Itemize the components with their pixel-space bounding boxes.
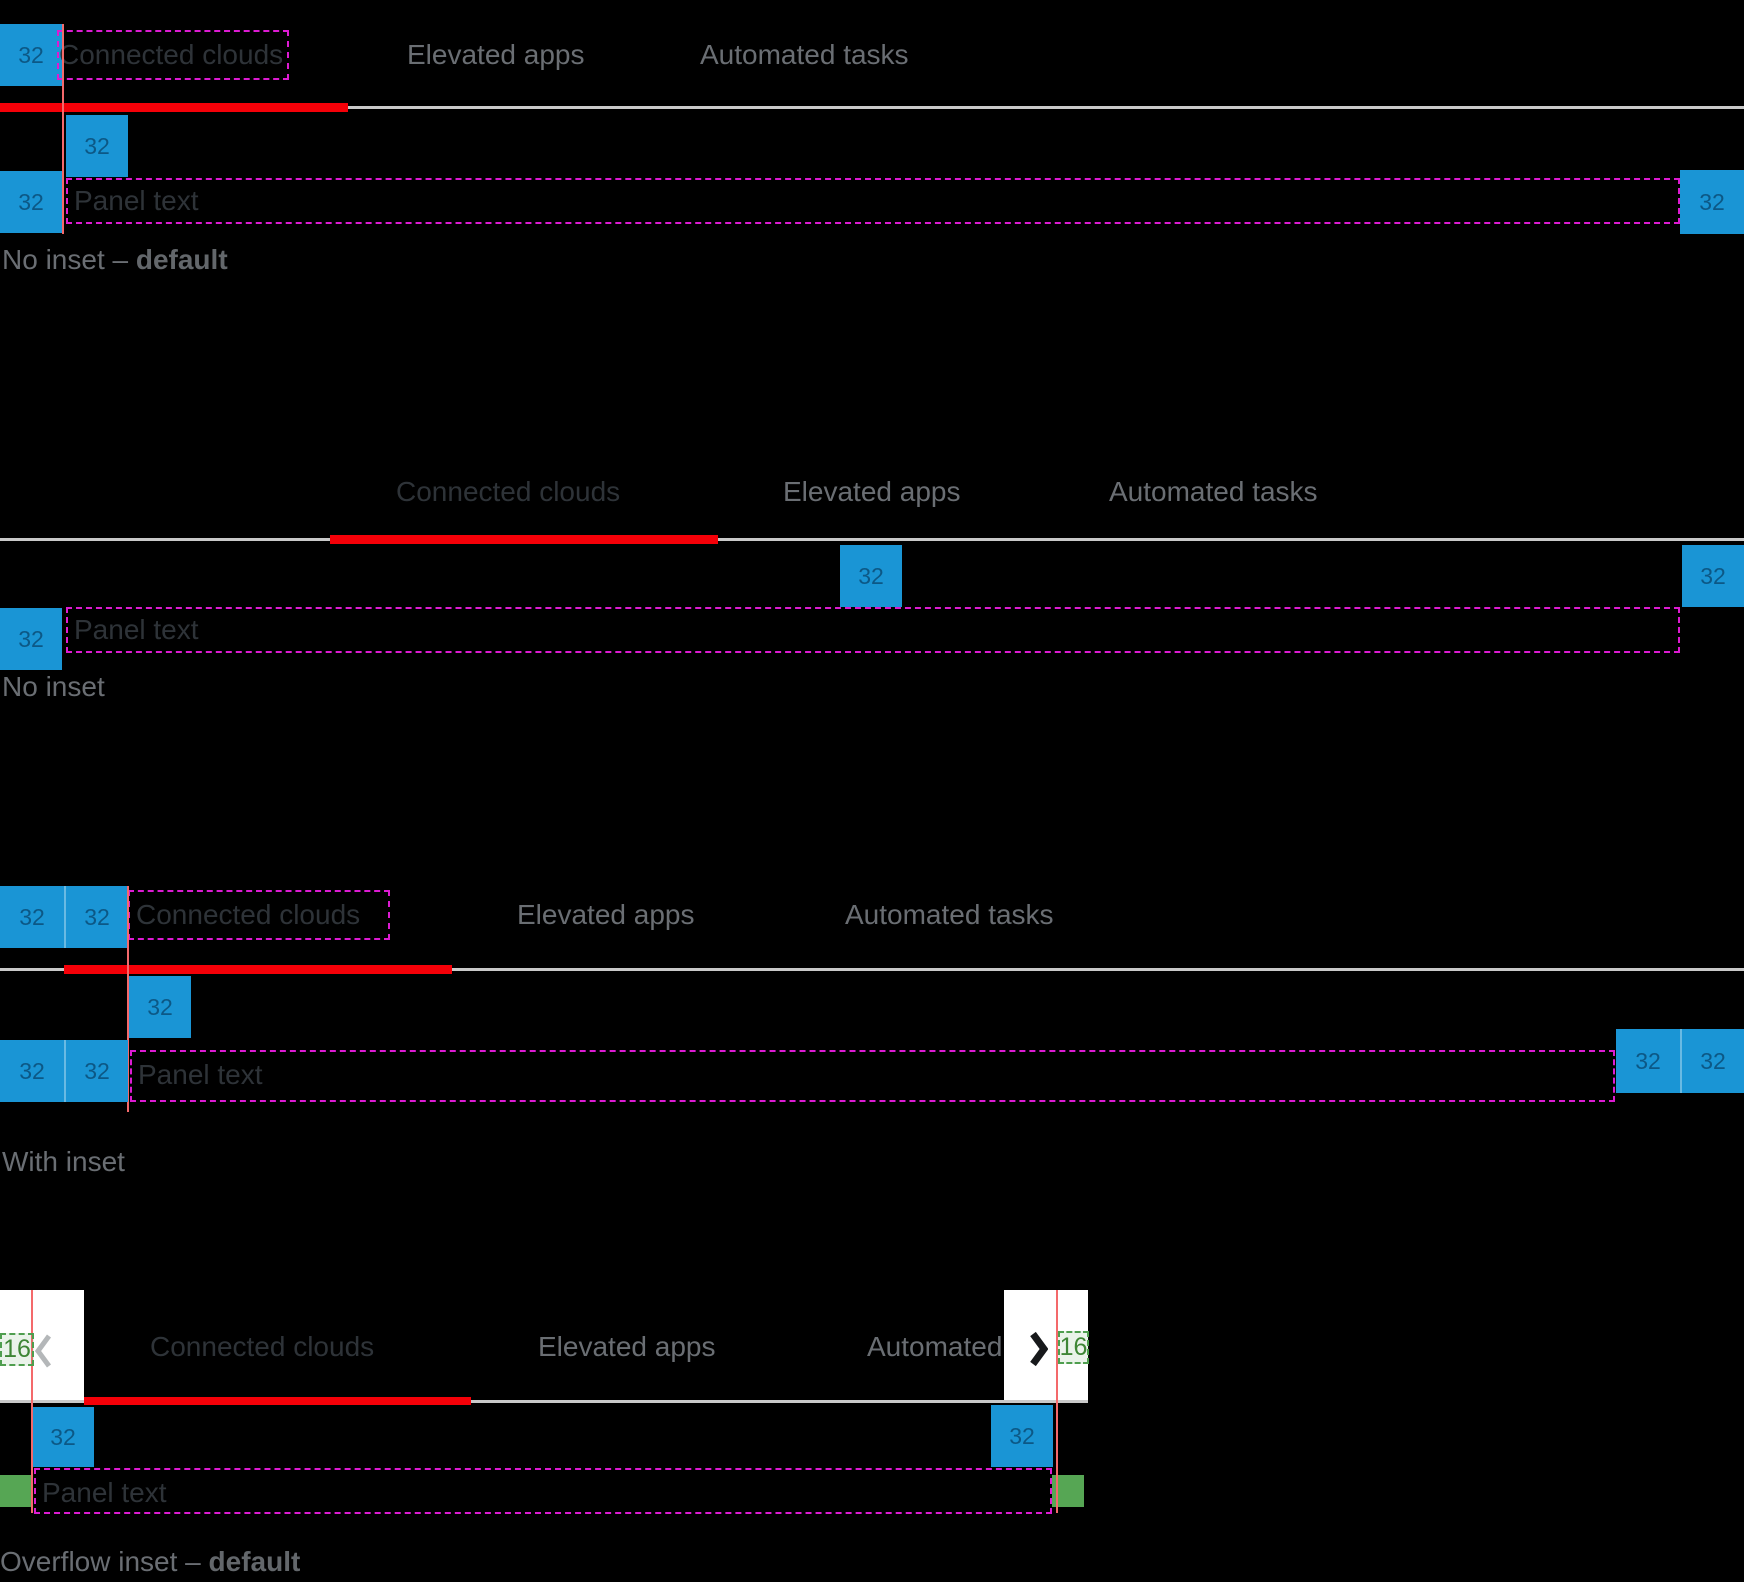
spacer-32-square: 32 — [0, 1040, 64, 1102]
tab-automated-tasks[interactable]: Automated tasks — [700, 39, 909, 70]
spacer-32-square: 32 — [64, 1040, 128, 1102]
panel-text-bounds — [130, 1050, 1615, 1102]
spacer-32-square: 32 — [129, 976, 191, 1038]
active-tab-underline — [84, 1397, 471, 1405]
tabs-border — [0, 1400, 1088, 1403]
caption: No inset — [2, 671, 105, 702]
tab-automated-tasks[interactable]: Automated tasks — [845, 899, 1054, 930]
active-tab-underline — [0, 103, 348, 112]
caption: With inset — [2, 1146, 125, 1177]
spacer-32-square: 32 — [0, 608, 62, 670]
tab-elevated-apps[interactable]: Elevated apps — [517, 899, 695, 930]
tabs-border — [0, 106, 1744, 109]
spacer-32-square: 32 — [0, 171, 62, 233]
tab-elevated-apps[interactable]: Elevated apps — [783, 476, 961, 507]
measurement-line — [1056, 1290, 1058, 1513]
scroll-right-button[interactable] — [1004, 1290, 1088, 1400]
tab-connected-clouds[interactable]: Connected clouds — [150, 1331, 375, 1362]
spacer-32-square: 32 — [64, 886, 128, 948]
spacer-32-square: 32 — [0, 886, 64, 948]
active-tab-underline — [330, 535, 718, 544]
spacer-32-square: 32 — [66, 115, 128, 177]
tab-elevated-apps[interactable]: Elevated apps — [407, 39, 585, 70]
spacer-32-square: 32 — [991, 1405, 1053, 1467]
measurement-line — [31, 1290, 33, 1513]
panel-text-bounds — [66, 178, 1680, 224]
spacer-32-square: 32 — [840, 545, 902, 607]
spacer-32-square: 32 — [1682, 545, 1744, 607]
spacer-32-square: 32 — [32, 1407, 94, 1467]
spacer-32-square: 32 — [0, 24, 62, 86]
active-tab-underline — [64, 965, 452, 974]
tab-label-bounds — [57, 30, 289, 80]
chevron-left-icon — [34, 1334, 52, 1368]
inset-16-box: 16 — [1058, 1331, 1089, 1364]
tab-connected-clouds[interactable]: Connected clouds — [396, 476, 621, 507]
panel-text: Panel text — [42, 1477, 167, 1508]
spacer-32-square: 32 — [1680, 170, 1744, 234]
tabs-border — [0, 538, 1744, 541]
panel-text-bounds — [66, 607, 1680, 653]
panel-text: Panel text — [74, 185, 199, 216]
panel-text: Panel text — [74, 614, 199, 645]
inset-16-box: 16 — [0, 1333, 34, 1366]
tab-elevated-apps[interactable]: Elevated apps — [538, 1331, 716, 1362]
measurement-line — [62, 24, 64, 234]
caption: Overflow inset – default — [0, 1546, 301, 1577]
spacer-32-square: 32 — [1616, 1029, 1680, 1093]
tab-connected-clouds[interactable]: Connected clouds — [59, 39, 284, 70]
spacer-32-square: 32 — [1680, 1029, 1744, 1093]
tab-automated-tasks[interactable]: Automated tasks — [1109, 476, 1318, 507]
inset-16-square — [0, 1475, 32, 1507]
tabs-border — [0, 968, 1744, 971]
panel-text-bounds — [34, 1468, 1052, 1514]
tab-label-bounds — [128, 890, 390, 940]
measurement-line — [127, 886, 129, 1112]
scroll-left-button[interactable] — [0, 1290, 84, 1400]
tab-connected-clouds[interactable]: Connected clouds — [136, 899, 361, 930]
caption: No inset – default — [2, 244, 228, 275]
chevron-right-icon — [1030, 1331, 1048, 1367]
panel-text: Panel text — [138, 1059, 263, 1090]
